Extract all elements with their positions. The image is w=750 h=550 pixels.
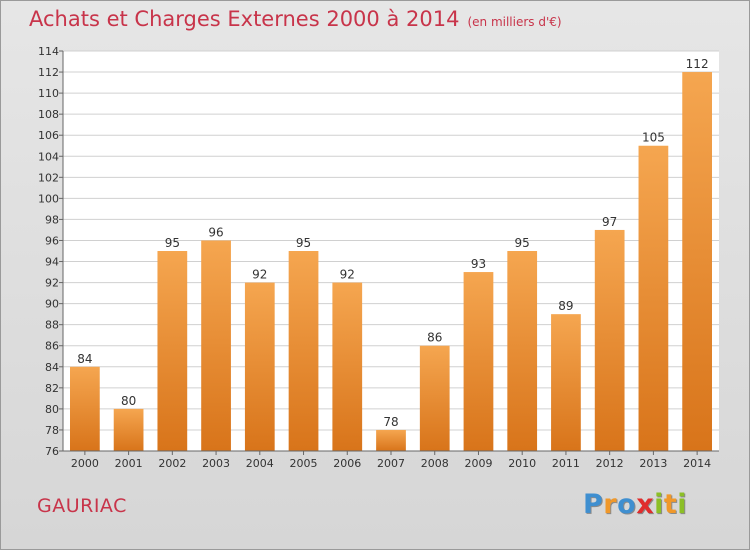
x-tick-label: 2012 <box>596 457 624 470</box>
y-tick-label: 80 <box>45 403 59 416</box>
commune-name: GAURIAC <box>37 495 127 517</box>
y-tick-label: 108 <box>38 108 59 121</box>
bar-value-label: 93 <box>471 257 486 271</box>
bar <box>332 282 363 451</box>
chart-title: Achats et Charges Externes 2000 à 2014 (e… <box>29 7 562 31</box>
bar-value-label: 112 <box>686 57 709 71</box>
bar <box>69 366 100 451</box>
y-tick-label: 90 <box>45 298 59 311</box>
x-tick-label: 2007 <box>377 457 405 470</box>
x-tick-label: 2002 <box>158 457 186 470</box>
bar-value-label: 95 <box>296 236 311 250</box>
bar <box>551 314 581 451</box>
x-tick-label: 2004 <box>246 457 274 470</box>
logo-letter: i <box>654 489 664 520</box>
logo-letter: x <box>636 489 655 520</box>
logo-letter: t <box>663 489 678 520</box>
y-tick-label: 84 <box>45 361 59 374</box>
y-tick-label: 94 <box>45 256 59 269</box>
x-tick-label: 2006 <box>333 457 361 470</box>
bar-value-label: 92 <box>252 268 267 282</box>
x-tick-label: 2013 <box>639 457 667 470</box>
logo-letter: P <box>583 489 604 520</box>
logo-letter: o <box>617 489 637 520</box>
y-tick-label: 110 <box>38 87 59 100</box>
y-tick-label: 96 <box>45 234 59 247</box>
bar <box>201 240 231 451</box>
x-tick-label: 2005 <box>290 457 318 470</box>
x-tick-label: 2003 <box>202 457 230 470</box>
logo-letter: i <box>677 489 688 520</box>
y-tick-label: 106 <box>38 129 59 142</box>
bar <box>244 282 275 451</box>
bar <box>507 251 538 451</box>
x-tick-label: 2011 <box>552 457 580 470</box>
bar <box>463 272 494 451</box>
bar-value-label: 97 <box>602 215 617 229</box>
y-tick-label: 92 <box>45 277 59 290</box>
y-tick-label: 76 <box>45 445 59 458</box>
y-tick-label: 78 <box>45 424 59 437</box>
bar <box>594 229 625 451</box>
title-text: Achats et Charges Externes 2000 à 2014 <box>29 7 460 31</box>
y-tick-label: 104 <box>38 150 59 163</box>
x-tick-label: 2014 <box>683 457 711 470</box>
bar <box>419 345 450 451</box>
y-tick-label: 114 <box>38 45 59 58</box>
logo-letter: r <box>603 489 618 520</box>
bar-value-label: 84 <box>77 352 92 366</box>
y-tick-label: 86 <box>45 340 59 353</box>
bar <box>113 408 144 451</box>
bar-value-label: 86 <box>427 331 442 345</box>
bar-value-label: 92 <box>340 268 355 282</box>
y-tick-label: 98 <box>45 213 59 226</box>
bar <box>638 145 669 451</box>
bar-value-label: 78 <box>383 415 398 429</box>
x-tick-label: 2010 <box>508 457 536 470</box>
y-tick-label: 102 <box>38 171 59 184</box>
bar <box>682 72 713 451</box>
bar <box>157 251 188 451</box>
bar-value-label: 80 <box>121 394 136 408</box>
bar-value-label: 95 <box>515 236 530 250</box>
bar-value-label: 95 <box>165 236 180 250</box>
bar-value-label: 105 <box>642 131 665 145</box>
bar-value-label: 96 <box>208 225 223 239</box>
x-tick-label: 2000 <box>71 457 99 470</box>
bar-value-label: 89 <box>558 299 573 313</box>
y-tick-label: 112 <box>38 66 59 79</box>
y-tick-label: 82 <box>45 382 59 395</box>
x-tick-label: 2008 <box>421 457 449 470</box>
unit-note: (en milliers d'€) <box>467 15 562 29</box>
bar <box>288 251 319 451</box>
x-tick-label: 2001 <box>115 457 143 470</box>
proxiti-logo: Proxiti <box>583 489 687 520</box>
y-tick-label: 88 <box>45 319 59 332</box>
y-tick-label: 100 <box>38 192 59 205</box>
bar <box>376 429 406 451</box>
x-tick-label: 2009 <box>464 457 492 470</box>
